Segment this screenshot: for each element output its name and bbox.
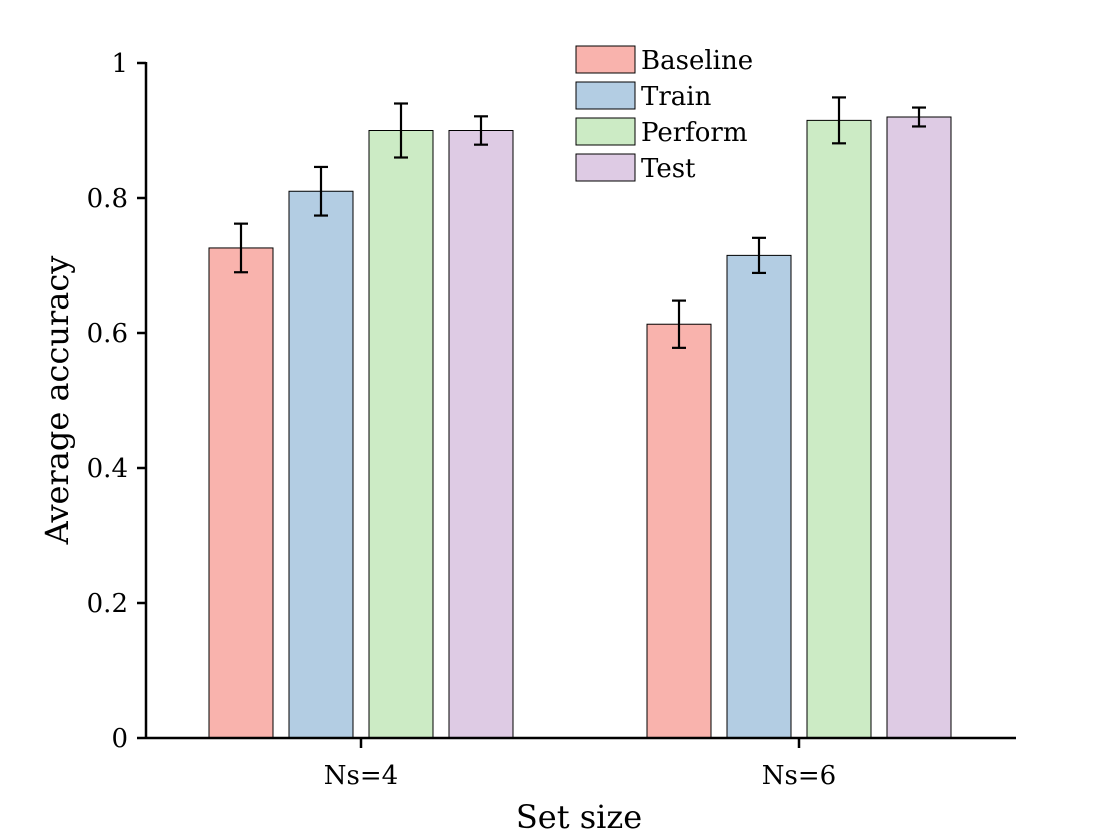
y-axis-title: Average accuracy — [38, 256, 76, 546]
legend-swatch-perform — [575, 117, 636, 146]
error-bars-layer — [234, 96, 926, 349]
y-tick-label: 0.2 — [87, 589, 128, 619]
legend-label-baseline: Baseline — [641, 46, 753, 76]
y-tick-label: 0.6 — [87, 319, 128, 349]
bar-baseline-2 — [646, 323, 712, 739]
y-tick-label: 1 — [111, 49, 128, 79]
bar-perform-1 — [368, 130, 434, 739]
bar-train-2 — [726, 254, 792, 739]
legend-swatch-baseline — [575, 45, 636, 74]
legend-label-train: Train — [641, 82, 712, 112]
y-ticks: 0 0.2 0.4 0.6 0.8 1 — [87, 49, 146, 754]
legend: Baseline Train Perform Test — [575, 45, 753, 184]
x-tick-label: Ns=4 — [324, 761, 398, 791]
x-ticks: Ns=4 Ns=6 — [324, 738, 836, 791]
bar-test-1 — [448, 130, 514, 739]
y-tick-label: 0 — [111, 724, 128, 754]
legend-label-test: Test — [641, 154, 696, 184]
bar-baseline-1 — [208, 247, 274, 739]
legend-label-perform: Perform — [641, 118, 748, 148]
bar-perform-2 — [806, 119, 872, 739]
y-tick-label: 0.4 — [87, 454, 128, 484]
bars-layer — [208, 116, 952, 739]
y-tick-label: 0.8 — [87, 184, 128, 214]
x-tick-label: Ns=6 — [762, 761, 836, 791]
bar-test-2 — [886, 116, 952, 739]
legend-swatch-test — [575, 153, 636, 182]
legend-swatch-train — [575, 81, 636, 110]
x-axis-title: Set size — [516, 798, 642, 836]
bar-train-1 — [288, 190, 354, 739]
